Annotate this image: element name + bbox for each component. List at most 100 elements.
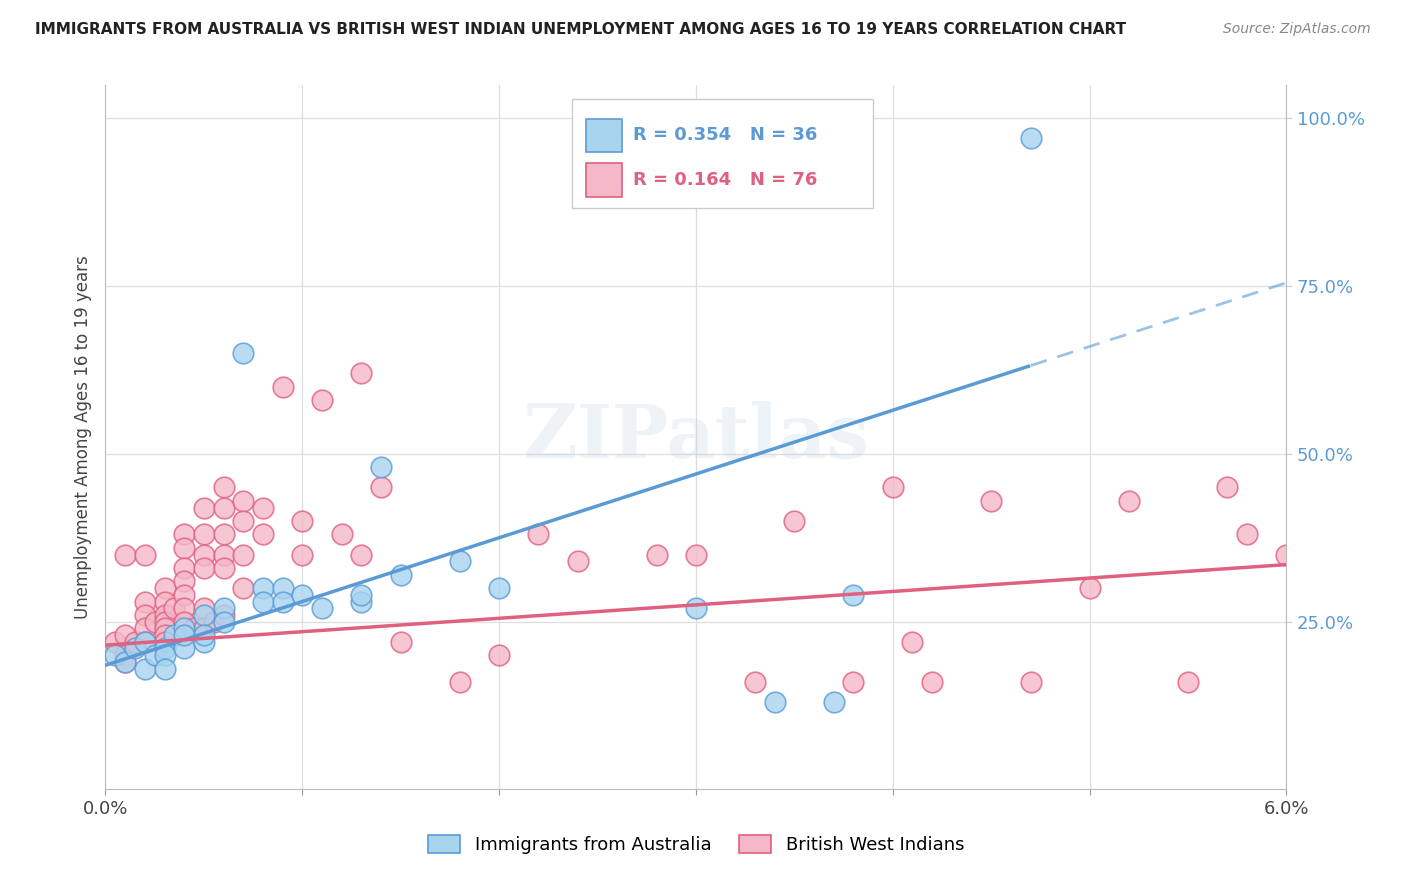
Point [104, 634, 127, 648]
Point [153, 648, 176, 663]
Point [449, 554, 471, 568]
Point [193, 634, 215, 648]
Point [134, 548, 156, 562]
Text: Source: ZipAtlas.com: Source: ZipAtlas.com [1223, 22, 1371, 37]
Point [212, 607, 235, 622]
Point [143, 648, 166, 663]
Point [173, 628, 195, 642]
Point [143, 615, 166, 629]
Point [173, 561, 195, 575]
Point [163, 601, 186, 615]
Point [212, 548, 235, 562]
Point [173, 615, 195, 629]
Point [685, 548, 707, 562]
Point [350, 367, 373, 381]
Point [153, 594, 176, 608]
Point [842, 588, 865, 602]
Point [350, 594, 373, 608]
Point [173, 588, 195, 602]
Point [153, 621, 176, 635]
Point [685, 601, 707, 615]
Point [882, 480, 904, 494]
Point [202, 615, 225, 629]
Point [370, 480, 392, 494]
Text: ZIPatlas: ZIPatlas [523, 401, 869, 474]
Legend: Immigrants from Australia, British West Indians: Immigrants from Australia, British West … [420, 828, 972, 862]
Text: R = 0.164   N = 76: R = 0.164 N = 76 [633, 171, 818, 189]
Point [389, 567, 412, 582]
Point [193, 607, 215, 622]
Point [193, 548, 215, 562]
Point [104, 648, 127, 663]
Point [232, 581, 254, 595]
Point [193, 601, 215, 615]
Point [173, 541, 195, 555]
Point [980, 493, 1002, 508]
Point [1019, 131, 1042, 145]
Point [567, 554, 589, 568]
Point [212, 561, 235, 575]
Point [173, 621, 195, 635]
Point [291, 514, 314, 528]
Point [232, 548, 254, 562]
Point [291, 588, 314, 602]
Text: R = 0.354   N = 36: R = 0.354 N = 36 [633, 127, 818, 145]
Point [173, 601, 195, 615]
Point [449, 675, 471, 690]
Point [134, 634, 156, 648]
Point [350, 548, 373, 562]
Point [1118, 493, 1140, 508]
Point [193, 527, 215, 541]
Point [271, 380, 294, 394]
Point [153, 641, 176, 656]
Point [124, 634, 146, 648]
Point [114, 548, 136, 562]
Point [744, 675, 766, 690]
Point [1236, 527, 1258, 541]
Point [252, 581, 274, 595]
Point [173, 574, 195, 589]
Point [163, 628, 186, 642]
Point [134, 634, 156, 648]
Point [124, 641, 146, 656]
Point [193, 561, 215, 575]
Bar [586, 163, 621, 197]
Point [193, 500, 215, 515]
Point [134, 662, 156, 676]
Point [114, 655, 136, 669]
Point [173, 641, 195, 656]
Point [114, 648, 136, 663]
Point [212, 500, 235, 515]
Point [271, 581, 294, 595]
Point [823, 695, 845, 709]
Point [114, 655, 136, 669]
Point [173, 527, 195, 541]
Point [212, 527, 235, 541]
Point [527, 527, 550, 541]
Point [134, 607, 156, 622]
Point [134, 621, 156, 635]
Point [1216, 480, 1239, 494]
Point [232, 493, 254, 508]
Point [488, 648, 510, 663]
Point [193, 621, 215, 635]
Point [212, 601, 235, 615]
Point [389, 634, 412, 648]
Point [232, 514, 254, 528]
Point [488, 581, 510, 595]
Point [1177, 675, 1199, 690]
Y-axis label: Unemployment Among Ages 16 to 19 years: Unemployment Among Ages 16 to 19 years [73, 255, 91, 619]
Point [183, 621, 205, 635]
Text: IMMIGRANTS FROM AUSTRALIA VS BRITISH WEST INDIAN UNEMPLOYMENT AMONG AGES 16 TO 1: IMMIGRANTS FROM AUSTRALIA VS BRITISH WES… [35, 22, 1126, 37]
Point [291, 548, 314, 562]
Point [153, 615, 176, 629]
Point [330, 527, 353, 541]
Point [212, 480, 235, 494]
Point [193, 628, 215, 642]
Point [114, 628, 136, 642]
Point [783, 514, 806, 528]
Point [311, 601, 333, 615]
Point [1275, 548, 1298, 562]
Point [153, 581, 176, 595]
Point [311, 393, 333, 408]
